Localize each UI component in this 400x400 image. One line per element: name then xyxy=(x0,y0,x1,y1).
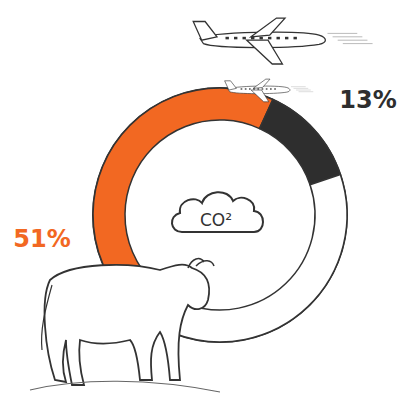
data-label: 51% xyxy=(13,225,70,253)
donut-slice xyxy=(174,174,347,342)
cloud-icon xyxy=(172,192,263,232)
data-label: 13% xyxy=(339,86,396,114)
airplane-icon xyxy=(193,18,372,64)
airplane-icon xyxy=(225,79,314,102)
chart-svg: CO² 51% 13% xyxy=(0,0,400,400)
donut-slice xyxy=(260,100,341,185)
cow-icon xyxy=(30,259,220,392)
chart-container: CO² 51% 13% xyxy=(0,0,400,400)
center-label: CO² xyxy=(200,210,232,230)
